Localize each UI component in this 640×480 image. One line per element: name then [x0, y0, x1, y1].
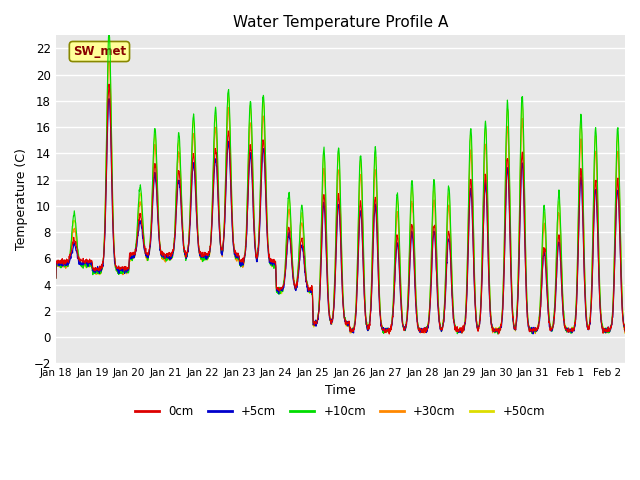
Legend: 0cm, +5cm, +10cm, +30cm, +50cm: 0cm, +5cm, +10cm, +30cm, +50cm	[131, 401, 550, 423]
X-axis label: Time: Time	[325, 384, 356, 397]
Text: SW_met: SW_met	[73, 45, 126, 58]
Y-axis label: Temperature (C): Temperature (C)	[15, 148, 28, 250]
Title: Water Temperature Profile A: Water Temperature Profile A	[233, 15, 448, 30]
